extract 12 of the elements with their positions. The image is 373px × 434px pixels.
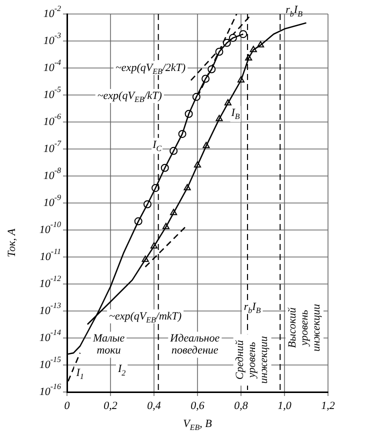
x-tick-label: 1,2 — [321, 400, 336, 412]
y-axis-title: Ток, А — [6, 228, 18, 258]
x-tick-label: 0 — [64, 400, 70, 412]
x-tick-label: 0,2 — [104, 400, 118, 412]
annotation: Высокий уровень инжекции — [286, 303, 322, 352]
x-tick-label: 0,8 — [234, 400, 248, 412]
x-tick-label: 0,6 — [190, 400, 205, 412]
annotation: Малые токи — [92, 332, 125, 357]
x-tick-label: 0,4 — [147, 400, 162, 412]
annotation: Средний уровень инжекции — [234, 336, 270, 384]
annotation: Идеальное поведение — [169, 332, 220, 357]
x-tick-label: 1,0 — [278, 400, 292, 412]
